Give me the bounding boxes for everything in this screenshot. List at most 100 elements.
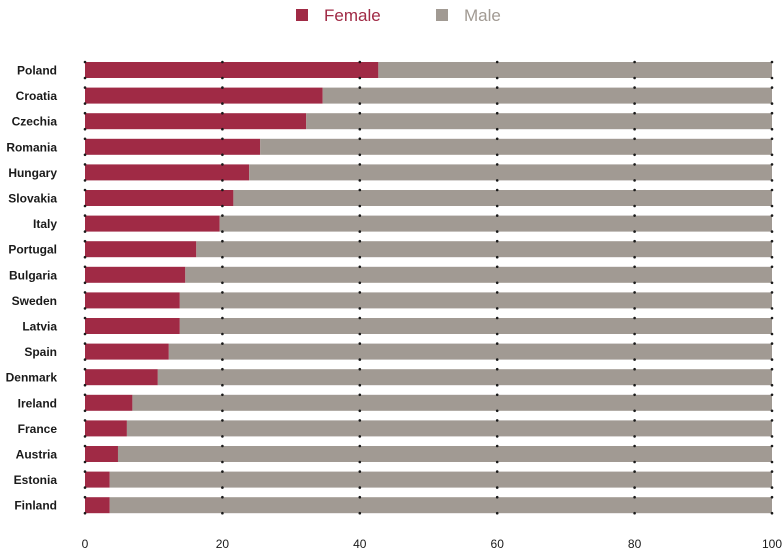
grid-dot (83, 86, 87, 89)
grid-dot (83, 204, 87, 208)
grid-dot (221, 86, 224, 89)
x-tick-label-0: 0 (82, 537, 89, 551)
grid-dot (83, 291, 87, 294)
category-label-italy: Italy (33, 217, 57, 231)
grid-dot (358, 265, 362, 269)
grid-dot (495, 358, 499, 361)
grid-dot (358, 163, 362, 166)
x-tick-label-20: 20 (216, 537, 230, 551)
grid-dot (83, 214, 87, 217)
grid-dot (633, 444, 636, 448)
grid-dot (358, 409, 362, 413)
grid-dot (633, 460, 636, 464)
grid-dot (633, 265, 636, 269)
bar-female-finland (85, 497, 110, 514)
grid-dot (495, 316, 499, 320)
grid-dot (83, 358, 87, 361)
grid-dot (633, 435, 636, 438)
grid-dot (770, 255, 774, 259)
grid-dot (358, 281, 362, 285)
grid-dot (221, 495, 224, 499)
grid-dot (770, 230, 774, 233)
category-label-bulgaria: Bulgaria (9, 268, 57, 282)
grid-dot (495, 307, 499, 310)
bar-female-ireland (85, 394, 133, 411)
grid-dot (495, 153, 499, 157)
grid-dot (221, 358, 224, 361)
grid-dot (358, 102, 362, 105)
bar-female-romania (85, 138, 261, 155)
bar-female-croatia (85, 87, 323, 104)
grid-dot (83, 230, 87, 233)
grid-dot (358, 60, 362, 64)
grid-dot (495, 511, 499, 515)
grid-dot (770, 332, 774, 336)
bar-male-italy (219, 215, 773, 232)
grid-dot (770, 444, 774, 448)
grid-dot (221, 393, 224, 397)
grid-dot (358, 444, 362, 448)
grid-dot (770, 281, 774, 285)
grid-dot (633, 393, 636, 397)
grid-dot (495, 342, 499, 345)
category-label-spain: Spain (24, 345, 57, 359)
grid-dot (770, 342, 774, 345)
x-tick-label-100: 100 (762, 537, 782, 551)
grid-dot (495, 127, 499, 131)
grid-dot (770, 486, 774, 489)
bar-male-finland (109, 497, 773, 514)
category-label-ireland: Ireland (18, 396, 57, 410)
grid-dot (770, 179, 774, 182)
grid-dot (83, 383, 87, 387)
grid-dot (770, 214, 774, 217)
grid-dot (83, 265, 87, 269)
grid-dot (495, 409, 499, 413)
grid-dot (495, 291, 499, 294)
grid-dot (633, 342, 636, 345)
grid-dot (83, 486, 87, 489)
grid-dot (633, 419, 636, 422)
grid-dot (358, 214, 362, 217)
grid-dot (358, 383, 362, 387)
x-tick-label-80: 80 (628, 537, 642, 551)
grid-dot (770, 86, 774, 89)
grid-dot (83, 60, 87, 64)
bar-male-poland (378, 62, 772, 78)
grid-dot (221, 291, 224, 294)
grid-dot (83, 127, 87, 131)
grid-dot (358, 367, 362, 371)
grid-dot (633, 102, 636, 105)
category-label-france: France (18, 422, 58, 436)
grid-dot (770, 153, 774, 157)
grid-dot (770, 460, 774, 464)
grid-dot (495, 214, 499, 217)
grid-dot (770, 511, 774, 515)
grid-dot (83, 470, 87, 473)
grid-dot (770, 367, 774, 371)
grid-dot (358, 76, 362, 80)
grid-dot (221, 239, 224, 243)
grid-dot (770, 76, 774, 80)
grid-dot (633, 153, 636, 157)
grid-dot (633, 486, 636, 489)
grid-dot (633, 495, 636, 499)
grid-dot (495, 230, 499, 233)
grid-dot (770, 470, 774, 473)
grid-dot (495, 367, 499, 371)
bar-male-latvia (179, 318, 772, 334)
legend-label-male: Male (464, 6, 501, 25)
grid-dot (358, 470, 362, 473)
grid-dot (83, 307, 87, 310)
grid-dot (495, 419, 499, 422)
category-label-estonia: Estonia (14, 473, 58, 487)
grid-dot (633, 470, 636, 473)
grid-dot (495, 265, 499, 269)
grid-dot (83, 188, 87, 192)
grid-dot (358, 435, 362, 438)
grid-dot (770, 163, 774, 166)
category-label-romania: Romania (6, 140, 57, 154)
grid-dot (221, 163, 224, 166)
grid-dot (358, 419, 362, 422)
grid-dot (358, 291, 362, 294)
